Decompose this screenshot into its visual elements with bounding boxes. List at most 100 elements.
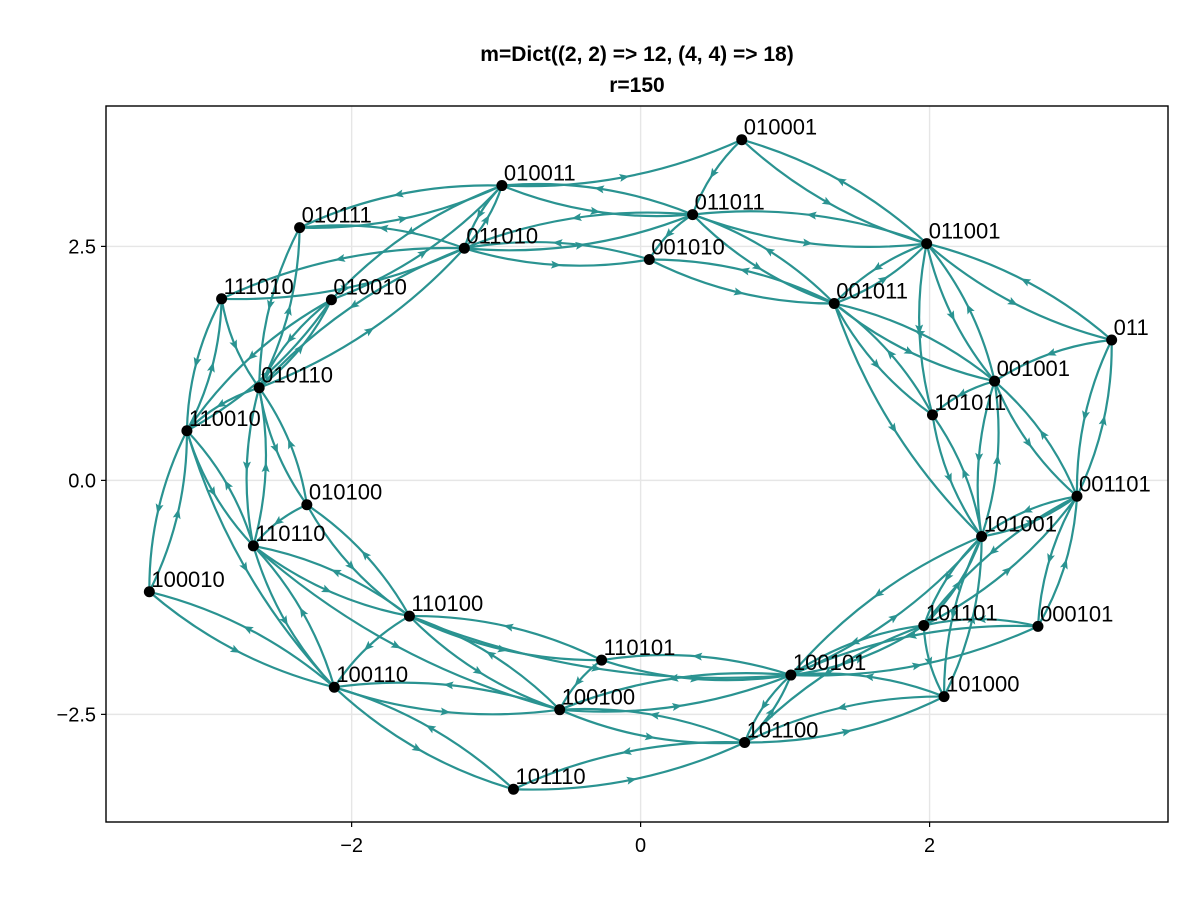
edge-arrowhead xyxy=(288,438,296,450)
node-111010 xyxy=(216,293,228,305)
edge-arrowhead xyxy=(224,480,234,491)
edge-arrowhead xyxy=(440,707,451,716)
edge-arrowhead xyxy=(854,656,866,664)
edge-arrowhead xyxy=(957,388,968,397)
edge-arrowhead xyxy=(849,636,861,645)
edge-arrowhead xyxy=(966,303,975,315)
node-011 xyxy=(1106,334,1118,346)
x-tick-label: 0 xyxy=(635,835,646,857)
edge-arrowhead xyxy=(692,652,703,661)
edge-arrowhead xyxy=(668,673,679,682)
node-110010 xyxy=(181,425,193,437)
edge-arrowhead xyxy=(443,681,454,690)
title-line-1: m=Dict((2, 2) => 12, (4, 4) => 18) xyxy=(480,43,793,66)
node-label-101000: 101000 xyxy=(946,672,1019,697)
node-101001 xyxy=(976,531,988,543)
edge-arrowhead xyxy=(207,485,216,497)
edge-arrowhead xyxy=(331,569,342,578)
edge-arrowhead xyxy=(594,185,605,194)
y-tick-label: −2.5 xyxy=(57,704,96,726)
edge-arrowhead xyxy=(480,214,490,226)
edge-arrowhead xyxy=(571,213,582,221)
edge-arrowhead xyxy=(1098,415,1107,426)
edge-arrowhead xyxy=(397,215,409,224)
edge-arrowhead xyxy=(1020,278,1032,287)
edge-arrowhead xyxy=(172,508,181,520)
node-label-011011: 011011 xyxy=(695,190,765,215)
edge-arrowhead xyxy=(903,346,915,355)
node-label-101100: 101100 xyxy=(747,717,819,742)
edge-arrowhead xyxy=(270,442,278,454)
edge-arrowhead xyxy=(363,327,375,337)
node-label-110101: 110101 xyxy=(604,635,676,660)
node-label-100100: 100100 xyxy=(562,685,635,710)
node-001010 xyxy=(643,253,655,265)
edge-arrowhead xyxy=(836,178,847,187)
node-label-101110: 101110 xyxy=(515,764,585,789)
edge-arrowhead xyxy=(888,614,899,624)
edge-arrowhead xyxy=(836,702,848,711)
node-011010 xyxy=(458,242,470,254)
y-tick-label: 0.0 xyxy=(68,470,96,492)
edge-arrowhead xyxy=(472,665,484,675)
node-101100 xyxy=(739,736,751,748)
node-label-010110: 010110 xyxy=(261,363,333,388)
edge-arrowhead xyxy=(552,239,563,248)
edge-arrowhead xyxy=(476,208,486,219)
edge-arrowhead xyxy=(988,545,1000,555)
edge-arrowhead xyxy=(378,224,389,233)
node-label-101001: 101001 xyxy=(984,512,1057,537)
node-100101 xyxy=(785,669,797,681)
edge-arrowhead xyxy=(216,398,227,408)
edge-arrowhead xyxy=(924,656,933,668)
edge-arrowhead xyxy=(425,725,437,734)
edge-arrowhead xyxy=(247,350,258,360)
node-001001 xyxy=(989,375,1001,387)
edge-arrowhead xyxy=(993,454,1002,465)
edge-arrowhead xyxy=(1022,437,1032,448)
edge-arrowhead xyxy=(975,615,986,624)
edge-arrowhead xyxy=(751,261,763,271)
node-label-110100: 110100 xyxy=(411,591,483,616)
node-label-000101: 000101 xyxy=(1040,601,1113,626)
edge-arrowhead xyxy=(863,673,875,682)
edge-arrowhead xyxy=(340,285,351,294)
x-tick-label: −2 xyxy=(340,835,363,857)
edge-arrowhead xyxy=(887,422,897,434)
edge-arrowhead xyxy=(671,703,683,711)
edge-arrowhead xyxy=(242,461,251,472)
edge-arrowhead xyxy=(574,675,584,687)
edge-arrowhead xyxy=(739,267,751,276)
node-label-110010: 110010 xyxy=(189,406,261,431)
node-010111 xyxy=(294,222,306,234)
node-001011 xyxy=(828,297,840,309)
node-label-011: 011 xyxy=(1114,315,1149,340)
edge-arrowhead xyxy=(260,370,271,381)
node-label-010011: 010011 xyxy=(504,161,576,186)
edge-arrowhead xyxy=(914,330,926,339)
node-label-010010: 010010 xyxy=(333,275,406,300)
edge-arrowhead xyxy=(664,228,675,239)
node-label-001001: 001001 xyxy=(997,356,1070,381)
edge-arrowhead xyxy=(886,349,897,360)
edge-arrowhead xyxy=(944,472,952,484)
edge-arrowhead xyxy=(709,167,719,179)
node-101011 xyxy=(926,409,938,421)
node-110101 xyxy=(596,654,608,666)
edge-arrowhead xyxy=(621,747,632,755)
edge-arrowhead xyxy=(229,339,237,351)
edge-arrowhead xyxy=(802,238,813,247)
edge-arrowhead xyxy=(1082,410,1090,421)
edge-arrowhead xyxy=(283,305,292,316)
edge-arrowhead xyxy=(765,707,775,718)
edge-arrowhead xyxy=(294,344,304,355)
edge-arrowhead xyxy=(626,776,637,785)
edge-arrowhead xyxy=(1045,348,1057,356)
node-010110 xyxy=(253,382,265,394)
node-label-100101: 100101 xyxy=(793,650,866,675)
node-010011 xyxy=(496,180,508,192)
edges-layer xyxy=(148,138,1113,791)
node-100100 xyxy=(554,704,566,716)
edge-arrowhead xyxy=(299,607,309,619)
